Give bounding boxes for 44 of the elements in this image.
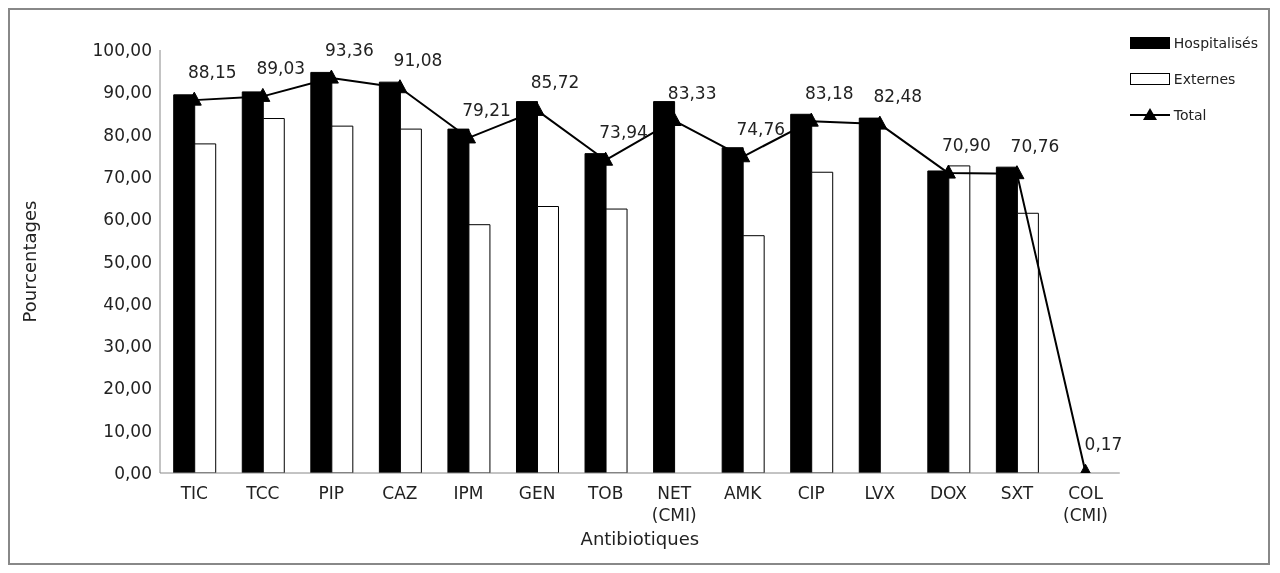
data-label: 83,18 (804, 83, 854, 104)
data-label: 82,48 (873, 86, 923, 107)
data-label: 93,36 (325, 40, 374, 61)
data-label: 83,33 (667, 82, 717, 103)
legend-label: Hospitalisés (1173, 34, 1258, 53)
y-tick-label: 100,00 (92, 40, 152, 61)
x-tick-label: COL (CMI) (1063, 483, 1108, 525)
x-tick-label: IPM (453, 483, 484, 503)
x-tick-label: AMK (724, 483, 763, 503)
x-tick-label: TCC (245, 483, 280, 503)
x-tick-label: TOB (586, 483, 624, 503)
x-tick-label: GEN (518, 483, 556, 503)
x-tick-label: LVX (864, 483, 896, 503)
y-tick-label: 10,00 (103, 420, 152, 441)
legend-label: Externes (1173, 70, 1236, 89)
x-axis-title: Antibiotiques (580, 528, 700, 549)
y-tick-label: 50,00 (103, 251, 152, 272)
y-tick-label: 20,00 (103, 378, 152, 399)
y-axis-title: Pourcentages (19, 200, 41, 323)
data-label: 88,15 (187, 62, 237, 83)
y-tick-label: 40,00 (103, 293, 152, 314)
x-tick-label: CAZ (382, 483, 418, 503)
y-tick-label: 60,00 (103, 209, 152, 230)
y-tick-label: 0,00 (114, 463, 152, 484)
data-label: 89,03 (256, 58, 306, 79)
data-label: 85,72 (530, 72, 580, 93)
x-tick-label: SXT (1000, 483, 1034, 503)
data-label: 0,17 (1084, 434, 1123, 455)
data-label: 91,08 (393, 49, 443, 70)
data-label: 73,94 (599, 122, 648, 143)
data-label: 70,90 (942, 135, 991, 156)
data-label: 70,76 (1010, 135, 1060, 156)
x-tick-label: DOX (929, 483, 968, 503)
y-tick-label: 80,00 (103, 124, 152, 145)
data-label: 79,21 (462, 99, 511, 120)
x-tick-label: PIP (318, 483, 345, 503)
legend-label: Total (1173, 106, 1207, 125)
y-tick-label: 30,00 (103, 336, 152, 357)
x-tick-label: CIP (797, 483, 825, 503)
x-tick-label: TIC (179, 483, 208, 503)
y-tick-label: 70,00 (103, 166, 152, 187)
x-tick-label: NET (CMI) (651, 483, 697, 525)
y-tick-label: 90,00 (103, 82, 152, 103)
data-label: 74,76 (736, 118, 786, 139)
